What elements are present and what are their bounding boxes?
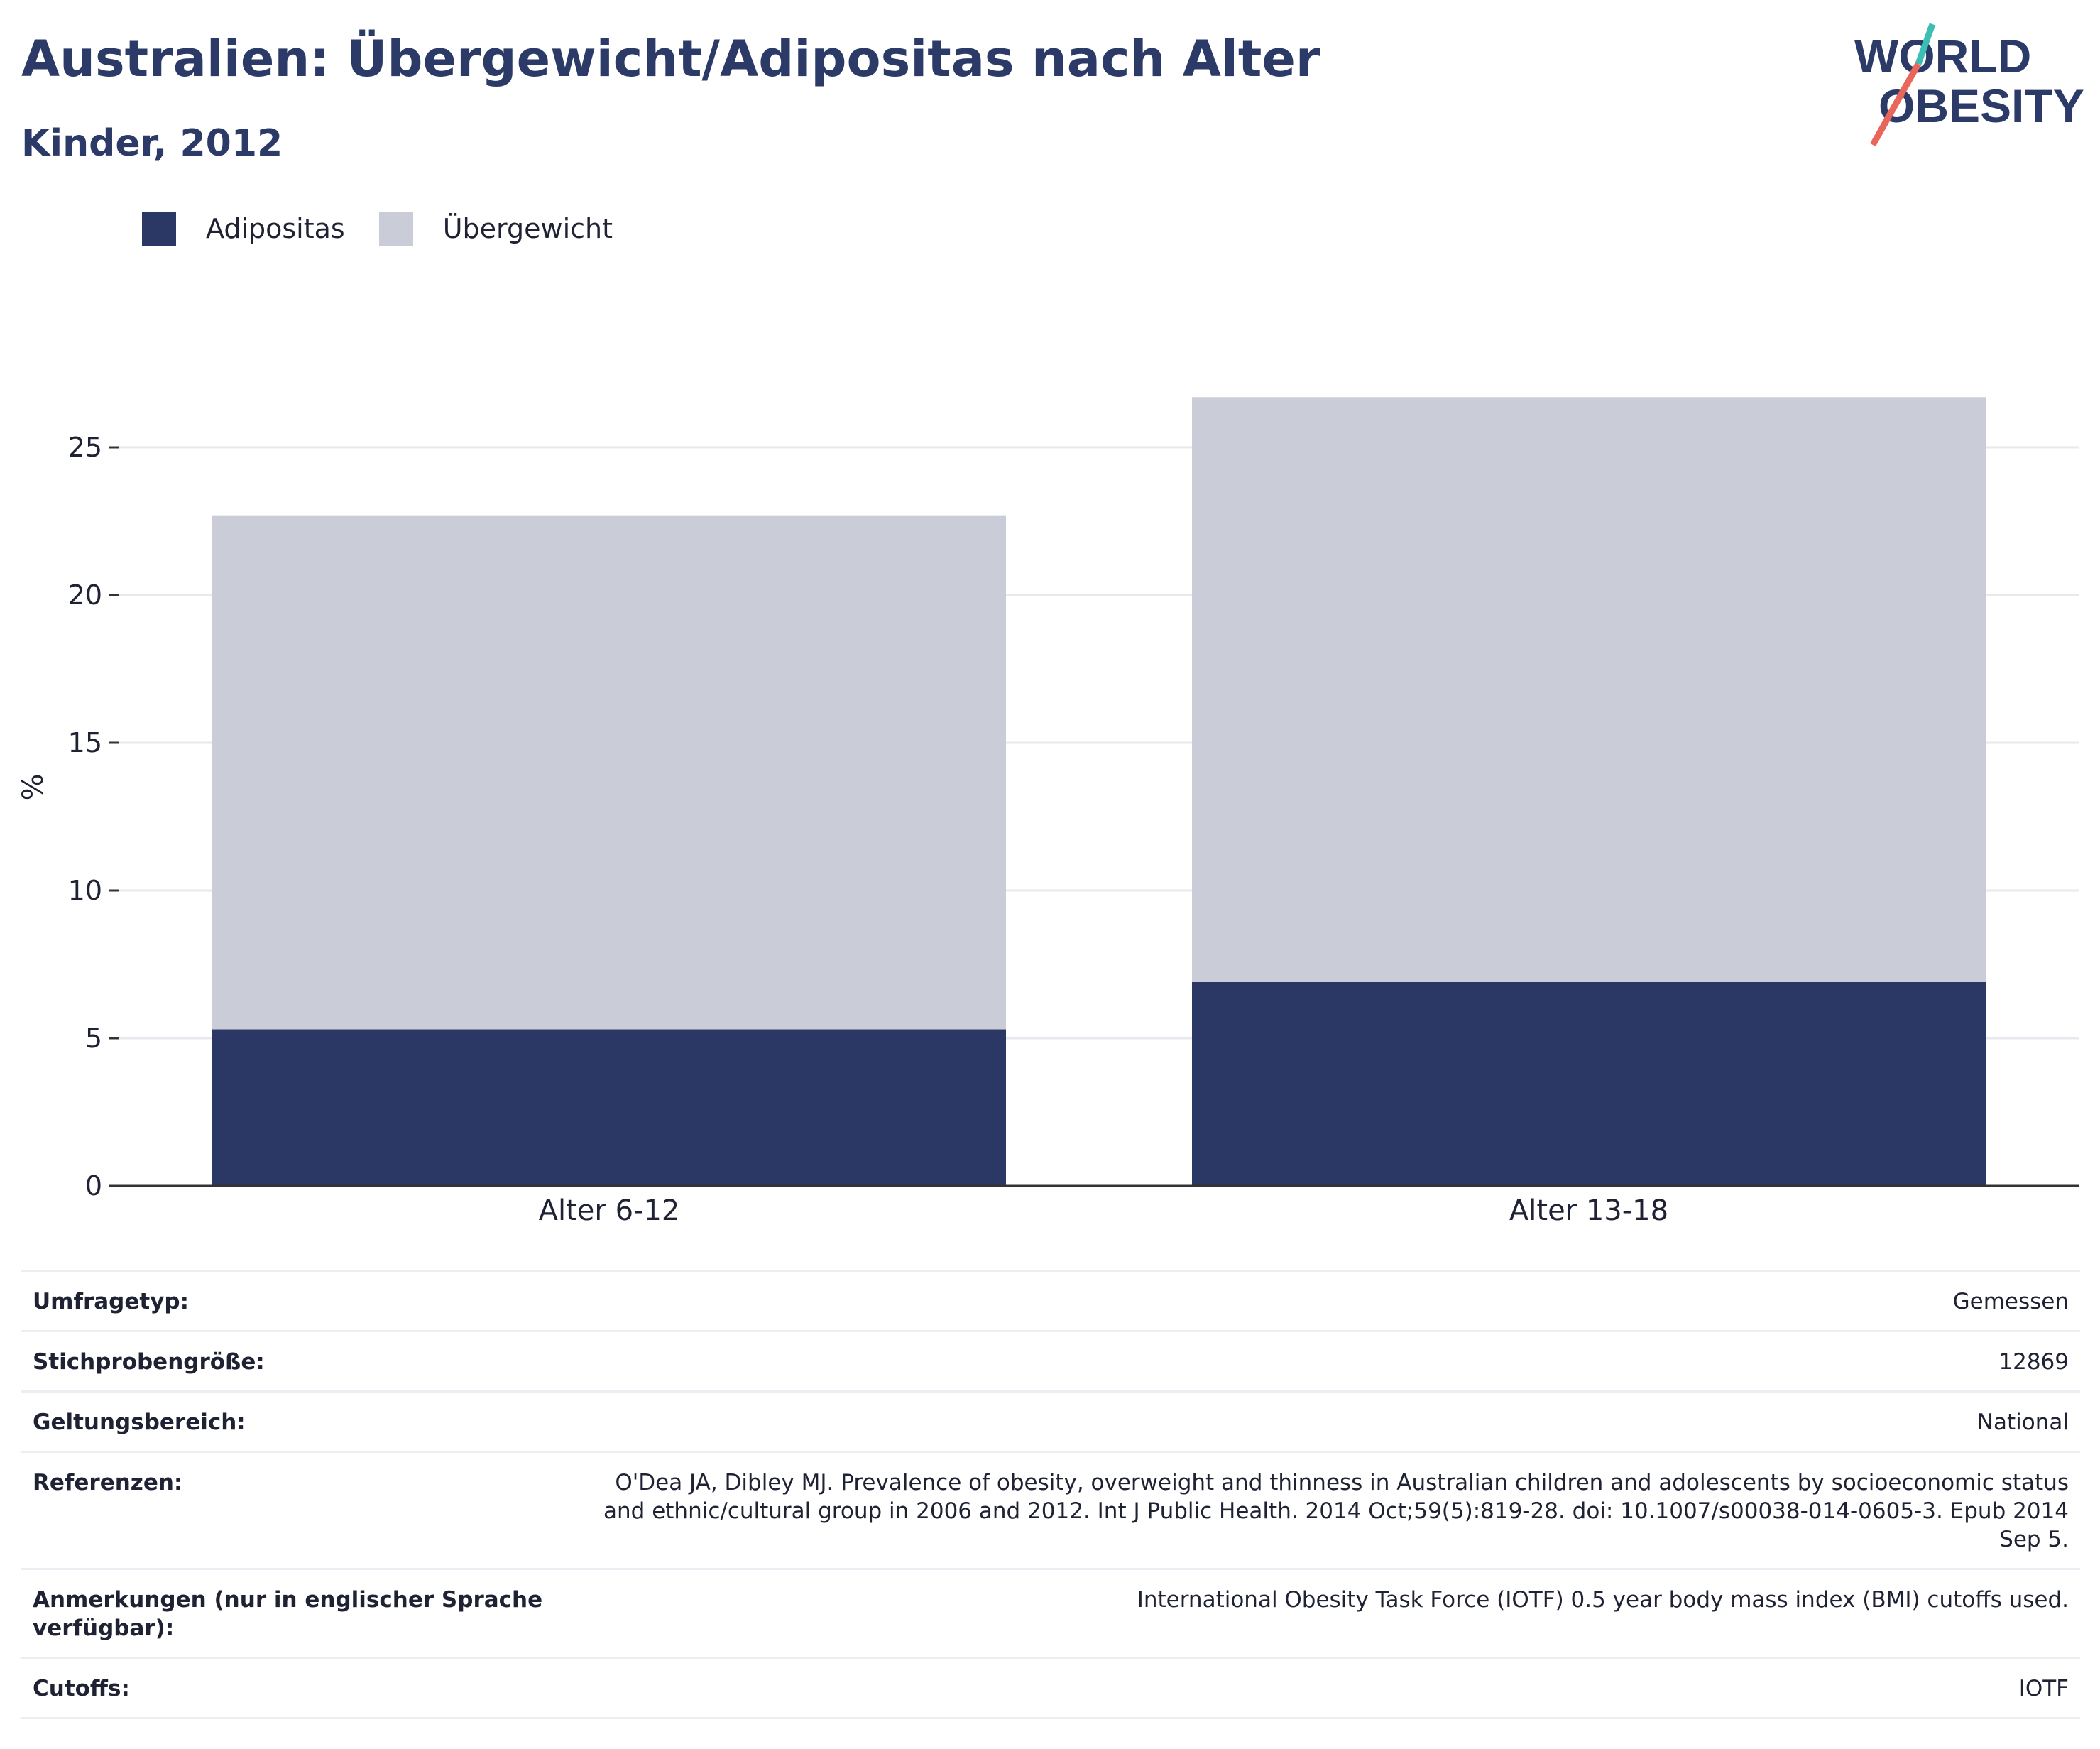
info-value: O'Dea JA, Dibley MJ. Prevalence of obesi… xyxy=(603,1470,2069,1552)
y-tick-label: 5 xyxy=(85,1023,102,1054)
legend-item-uebergewicht[interactable]: Übergewicht xyxy=(378,212,613,246)
info-label: Referenzen: xyxy=(33,1470,183,1495)
y-tick-label: 15 xyxy=(68,727,102,758)
info-value: Gemessen xyxy=(1952,1289,2069,1314)
info-value: IOTF xyxy=(2018,1676,2069,1701)
chart-subtitle: Kinder, 2012 xyxy=(21,122,283,165)
x-tick-label: Alter 6-12 xyxy=(539,1194,680,1227)
bar-adipositas-2 xyxy=(1192,981,1986,1186)
y-tick-label: 20 xyxy=(68,579,102,611)
legend-label-adipositas: Adipositas xyxy=(206,213,345,244)
legend-item-adipositas[interactable]: Adipositas xyxy=(142,212,345,246)
info-row: Geltungsbereich: National xyxy=(21,1390,2080,1451)
legend-swatch-uebergewicht xyxy=(378,212,413,246)
legend-label-uebergewicht: Übergewicht xyxy=(442,213,613,244)
chart-title: Australien: Übergewicht/Adipositas nach … xyxy=(21,30,1320,88)
info-label: Cutoffs: xyxy=(33,1676,130,1701)
stacked-bar-chart: 0 5 10 15 20 25% Alter 6-12 Alter 13-18 xyxy=(17,397,2079,1227)
info-row: Anmerkungen (nur in englischer Sprache v… xyxy=(21,1568,2080,1657)
y-tick-label: 0 xyxy=(85,1170,102,1202)
info-value: National xyxy=(1976,1410,2069,1435)
info-label: Stichprobengröße: xyxy=(33,1349,265,1375)
logo-slash-red xyxy=(1870,62,1921,147)
y-axis-title: % xyxy=(17,773,50,800)
world-obesity-logo: WORLD OBESITY xyxy=(1854,23,2084,147)
info-row: Umfragetyp: Gemessen xyxy=(21,1270,2080,1330)
info-label: Umfragetyp: xyxy=(33,1289,189,1314)
y-tick-label: 10 xyxy=(68,875,102,906)
metadata-table: Umfragetyp: Gemessen Stichprobengröße: 1286… xyxy=(21,1270,2080,1719)
legend-swatch-adipositas xyxy=(142,212,176,246)
info-value: International Obesity Task Force (IOTF) … xyxy=(1137,1587,2069,1613)
bar-adipositas-1 xyxy=(212,1029,1006,1186)
logo-line2: OBESITY xyxy=(1878,80,2084,132)
y-tick-label: 25 xyxy=(68,432,102,463)
bar-uebergewicht-1 xyxy=(212,515,1006,1030)
info-row: Cutoffs: IOTF xyxy=(21,1657,2080,1719)
logo-line1: WORLD xyxy=(1854,30,2031,82)
bar-uebergewicht-2 xyxy=(1192,397,1986,982)
logo-slash-teal xyxy=(1915,23,1936,65)
info-value: 12869 xyxy=(1998,1349,2069,1375)
legend: Adipositas Übergewicht xyxy=(142,212,647,246)
x-tick-label: Alter 13-18 xyxy=(1509,1194,1668,1227)
info-label: Anmerkungen (nur in englischer Sprache v… xyxy=(33,1587,543,1641)
info-row: Referenzen: O'Dea JA, Dibley MJ. Prevalen… xyxy=(21,1451,2080,1568)
info-row: Stichprobengröße: 12869 xyxy=(21,1330,2080,1390)
info-label: Geltungsbereich: xyxy=(33,1410,246,1435)
